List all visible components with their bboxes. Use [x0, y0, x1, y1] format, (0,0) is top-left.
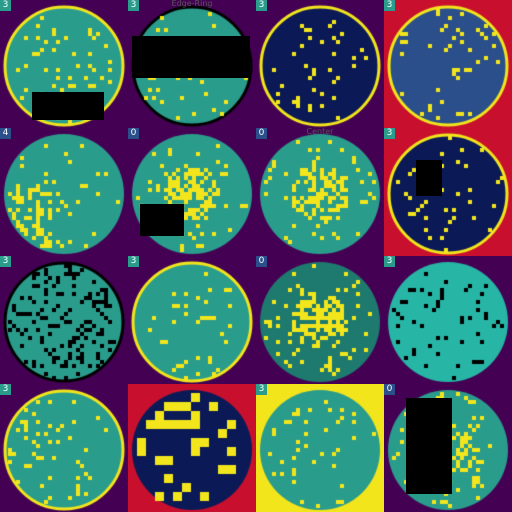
class-label-badge: 0 [256, 128, 267, 139]
wafer-map-tile[interactable]: 3 Edge-Ring [128, 0, 256, 128]
redaction-box [32, 92, 104, 120]
class-label-badge: 0 [256, 256, 267, 267]
wafer-map-image [128, 384, 256, 512]
class-label-badge: 3 [256, 384, 267, 395]
wafer-map-tile[interactable]: 3 [384, 128, 512, 256]
class-label-badge: 3 [128, 0, 139, 11]
class-label-badge: 4 [0, 128, 11, 139]
wafer-map-tile[interactable]: 3 [256, 0, 384, 128]
wafer-map-image [0, 256, 128, 384]
wafer-map-tile[interactable]: 3 [384, 256, 512, 384]
redaction-box [416, 160, 442, 196]
redaction-box [406, 398, 452, 494]
wafer-map-image [384, 128, 512, 256]
wafer-map-image [256, 256, 384, 384]
wafer-map-tile[interactable]: 4 [0, 128, 128, 256]
wafer-map-tile[interactable]: 3 [384, 0, 512, 128]
class-label-badge: 0 [384, 384, 395, 395]
wafer-map-tile[interactable]: 3 [256, 384, 384, 512]
wafer-map-image [0, 128, 128, 256]
wafer-map-tile[interactable]: 3 [0, 0, 128, 128]
class-label-badge: 3 [256, 0, 267, 11]
class-label-badge: 3 [0, 0, 11, 11]
wafer-map-image [384, 0, 512, 128]
tile-caption: Center [306, 128, 334, 136]
wafer-map-image [256, 384, 384, 512]
wafer-map-image [128, 256, 256, 384]
wafer-map-image [128, 128, 256, 256]
wafer-map-image [384, 256, 512, 384]
wafer-map-image [256, 128, 384, 256]
class-label-badge: 0 [128, 128, 139, 139]
class-label-badge: 3 [128, 256, 139, 267]
wafer-map-tile[interactable]: 0 [128, 128, 256, 256]
wafer-map-tile[interactable]: 0 [256, 256, 384, 384]
wafer-map-tile[interactable] [128, 384, 256, 512]
class-label-badge: 3 [0, 384, 11, 395]
wafer-map-tile[interactable]: 0 [384, 384, 512, 512]
redaction-box [140, 204, 184, 236]
wafer-map-tile[interactable]: 3 [0, 384, 128, 512]
tile-caption: Edge-Ring [171, 0, 213, 8]
wafer-map-tile[interactable]: 3 [128, 256, 256, 384]
wafer-map-tile[interactable]: 0 Center [256, 128, 384, 256]
class-label-badge: 3 [0, 256, 11, 267]
class-label-badge: 3 [384, 256, 395, 267]
wafer-map-image [0, 384, 128, 512]
redaction-box [132, 36, 250, 78]
wafer-map-image [256, 0, 384, 128]
class-label-badge: 3 [384, 0, 395, 11]
wafer-map-tile[interactable]: 3 [0, 256, 128, 384]
class-label-badge: 3 [384, 128, 395, 139]
